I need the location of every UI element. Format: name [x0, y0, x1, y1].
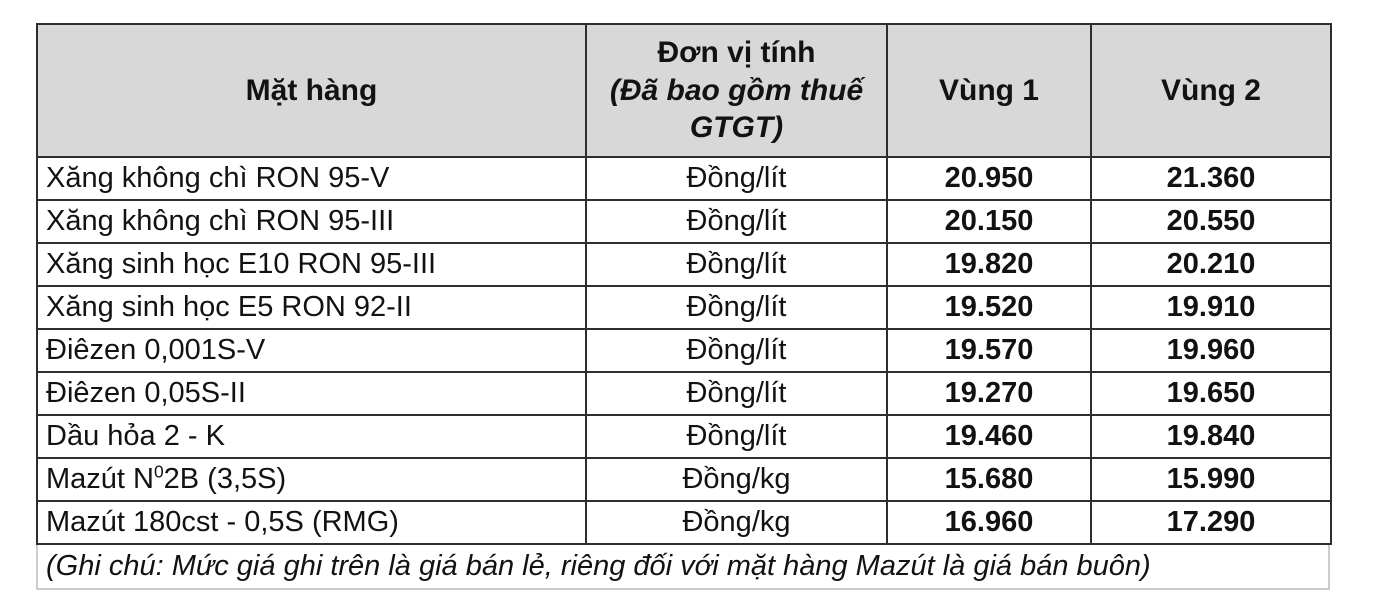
table-header-row: Mặt hàng Đơn vị tính (Đã bao gồm thuế GT… — [36, 23, 1332, 158]
product-name: Mazút N — [46, 463, 154, 495]
product-name-cell: Mazút N02B (3,5S) — [36, 457, 587, 502]
product-name-cell: Điêzen 0,05S-II — [36, 371, 587, 416]
product-name: Điêzen 0,001S-V — [46, 334, 266, 366]
product-name: Mazút 180cst - 0,5S (RMG) — [46, 506, 399, 538]
table-row: Điêzen 0,001S-V Đồng/lít 19.570 19.960 — [36, 328, 1332, 373]
table-row: Xăng không chì RON 95-V Đồng/lít 20.950 21.… — [36, 156, 1332, 201]
fuel-price-table: Mặt hàng Đơn vị tính (Đã bao gồm thuế GT… — [36, 23, 1332, 545]
product-name-cell: Điêzen 0,001S-V — [36, 328, 587, 373]
header-product-label: Mặt hàng — [245, 73, 378, 107]
table-row: Điêzen 0,05S-II Đồng/lít 19.270 19.650 — [36, 371, 1332, 416]
table-row: Xăng sinh học E5 RON 92-II Đồng/lít 19.520… — [36, 285, 1332, 330]
table-row: Xăng sinh học E10 RON 95-III Đồng/lít 19.8… — [36, 242, 1332, 287]
product-name: Xăng sinh học E5 RON 92-II — [46, 291, 412, 323]
footnote-text: (Ghi chú: Mức giá ghi trên là giá bán lẻ… — [46, 550, 1151, 582]
unit-cell: Đồng/lít — [585, 156, 888, 201]
header-unit-line1: Đơn vị tính — [657, 36, 816, 70]
product-name-cell: Xăng không chì RON 95-V — [36, 156, 587, 201]
header-region1: Vùng 1 — [886, 23, 1092, 158]
product-name: Dầu hỏa 2 - K — [46, 420, 225, 452]
table-row: Mazút 180cst - 0,5S (RMG) Đồng/kg 16.960 17… — [36, 500, 1332, 545]
region2-price-cell: 19.960 — [1090, 328, 1332, 373]
region1-price-cell: 19.570 — [886, 328, 1092, 373]
product-name-cell: Xăng không chì RON 95-III — [36, 199, 587, 244]
unit-cell: Đồng/lít — [585, 371, 888, 416]
region2-price-cell: 17.290 — [1090, 500, 1332, 545]
product-name: Xăng không chì RON 95-V — [46, 162, 390, 194]
region2-price-cell: 21.360 — [1090, 156, 1332, 201]
unit-cell: Đồng/lít — [585, 328, 888, 373]
header-unit: Đơn vị tính (Đã bao gồm thuế GTGT) — [585, 23, 888, 158]
region1-price-cell: 19.270 — [886, 371, 1092, 416]
price-table-container: Mặt hàng Đơn vị tính (Đã bao gồm thuế GT… — [36, 23, 1332, 590]
product-name: Xăng không chì RON 95-III — [46, 205, 395, 237]
table-body: Xăng không chì RON 95-V Đồng/lít 20.950 21.… — [36, 156, 1332, 545]
product-name: Điêzen 0,05S-II — [46, 377, 246, 409]
region1-price-cell: 19.460 — [886, 414, 1092, 459]
header-region2-label: Vùng 2 — [1160, 73, 1261, 107]
product-name-superscript: 0 — [153, 461, 164, 482]
unit-cell: Đồng/kg — [585, 500, 888, 545]
region1-price-cell: 16.960 — [886, 500, 1092, 545]
header-region2: Vùng 2 — [1090, 23, 1332, 158]
region2-price-cell: 20.550 — [1090, 199, 1332, 244]
table-row: Dầu hỏa 2 - K Đồng/lít 19.460 19.840 — [36, 414, 1332, 459]
region2-price-cell: 20.210 — [1090, 242, 1332, 287]
header-product: Mặt hàng — [36, 23, 587, 158]
unit-cell: Đồng/lít — [585, 242, 888, 287]
product-name-suffix: 2B (3,5S) — [163, 463, 287, 495]
region2-price-cell: 15.990 — [1090, 457, 1332, 502]
product-name-cell: Xăng sinh học E10 RON 95-III — [36, 242, 587, 287]
region2-price-cell: 19.840 — [1090, 414, 1332, 459]
unit-cell: Đồng/lít — [585, 285, 888, 330]
table-row: Xăng không chì RON 95-III Đồng/lít 20.150 2… — [36, 199, 1332, 244]
region2-price-cell: 19.650 — [1090, 371, 1332, 416]
unit-cell: Đồng/kg — [585, 457, 888, 502]
product-name-cell: Xăng sinh học E5 RON 92-II — [36, 285, 587, 330]
table-footnote: (Ghi chú: Mức giá ghi trên là giá bán lẻ… — [36, 545, 1330, 590]
header-unit-line2: (Đã bao gồm thuế GTGT) — [609, 73, 864, 145]
unit-cell: Đồng/lít — [585, 199, 888, 244]
product-name-cell: Dầu hỏa 2 - K — [36, 414, 587, 459]
region1-price-cell: 15.680 — [886, 457, 1092, 502]
region1-price-cell: 20.950 — [886, 156, 1092, 201]
product-name-cell: Mazút 180cst - 0,5S (RMG) — [36, 500, 587, 545]
header-region1-label: Vùng 1 — [938, 73, 1039, 107]
region2-price-cell: 19.910 — [1090, 285, 1332, 330]
region1-price-cell: 20.150 — [886, 199, 1092, 244]
product-name: Xăng sinh học E10 RON 95-III — [46, 248, 437, 280]
table-row: Mazút N02B (3,5S) Đồng/kg 15.680 15.990 — [36, 457, 1332, 502]
region1-price-cell: 19.520 — [886, 285, 1092, 330]
region1-price-cell: 19.820 — [886, 242, 1092, 287]
unit-cell: Đồng/lít — [585, 414, 888, 459]
